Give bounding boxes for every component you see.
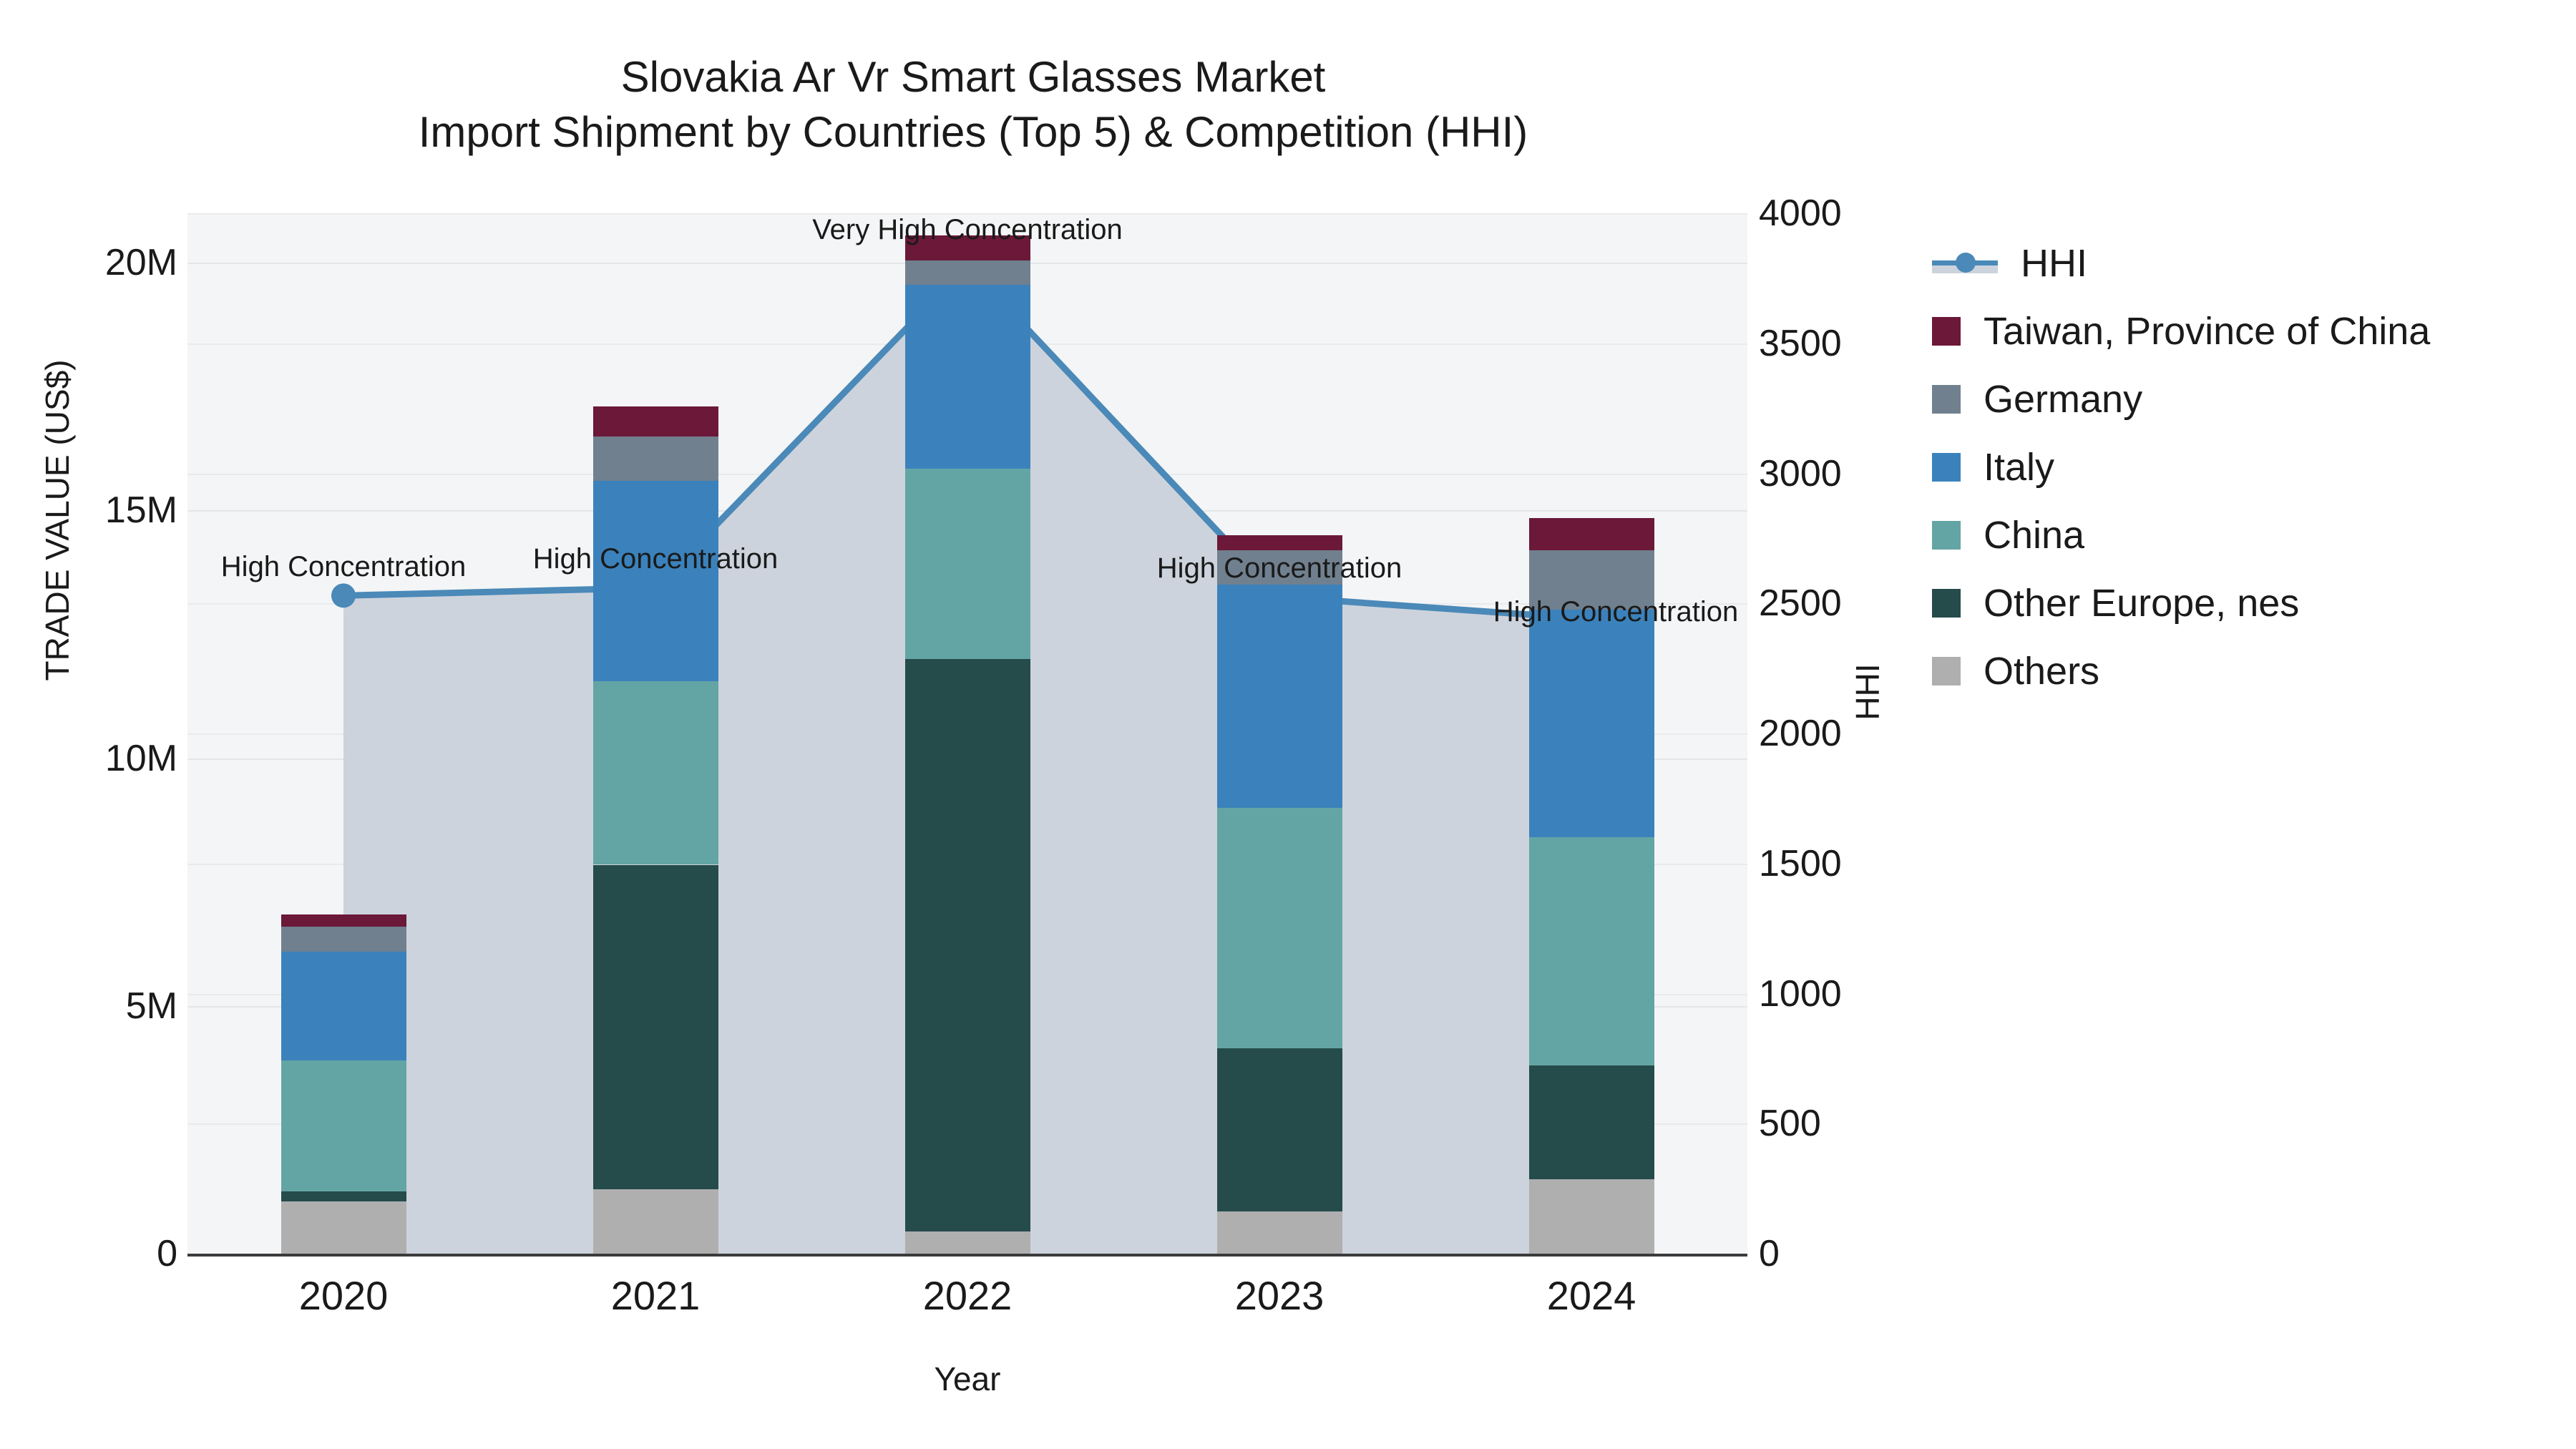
y-axis-right-tick-label: 0 — [1759, 1233, 1780, 1274]
y-axis-right-tick-label: 2000 — [1759, 713, 1842, 754]
bar-segment[interactable] — [1528, 550, 1654, 610]
bar-segment[interactable] — [1528, 1065, 1654, 1180]
chart-title: Slovakia Ar Vr Smart Glasses Market Impo… — [0, 50, 1946, 160]
bar-segment[interactable] — [592, 681, 718, 865]
legend-item[interactable]: HHI — [1932, 229, 2562, 297]
bar-segment[interactable] — [280, 927, 406, 952]
bar-group-2022[interactable] — [904, 213, 1030, 1254]
gridline — [187, 213, 1747, 215]
x-axis-title: Year — [934, 1360, 1001, 1397]
y-axis-right-tick-label: 4000 — [1759, 192, 1842, 234]
x-axis-tick-label-2023: 2023 — [1234, 1273, 1324, 1318]
title-line-2: Import Shipment by Countries (Top 5) & C… — [418, 107, 1528, 156]
legend-item-label: Germany — [1984, 377, 2143, 421]
bar-group-2020[interactable] — [280, 213, 406, 1254]
y-axis-right-tick-label: 3000 — [1759, 452, 1842, 494]
legend-item-label: Other Europe, nes — [1984, 581, 2300, 625]
hhi-line-swatch-icon — [1932, 249, 1998, 278]
y-axis-left-tick-label: 10M — [104, 737, 177, 779]
bar-segment[interactable] — [1216, 807, 1342, 1048]
legend-item-label: Taiwan, Province of China — [1984, 309, 2431, 353]
chart-legend: HHI Taiwan, Province of China Germany Italy… — [1932, 229, 2562, 705]
concentration-annotation: High Concentration — [1493, 596, 1739, 628]
concentration-annotation: High Concentration — [220, 551, 467, 583]
legend-color-swatch-icon — [1932, 588, 1961, 618]
y-axis-left-tick-label: 0 — [157, 1233, 177, 1274]
title-line-1: Slovakia Ar Vr Smart Glasses Market — [620, 53, 1326, 101]
y-axis-right-title: HHI — [1849, 663, 1886, 721]
legend-item-label: HHI — [2021, 241, 2087, 285]
bar-segment[interactable] — [904, 659, 1030, 1231]
bar-group-2024[interactable] — [1528, 213, 1654, 1254]
bar-segment[interactable] — [592, 406, 718, 436]
y-axis-right-ticks: 0 500 1000 1500 2000 2500 3000 3500 4000 — [1757, 0, 1929, 1449]
x-axis-tick-label-2020: 2020 — [298, 1273, 389, 1318]
bar-group-2023[interactable] — [1216, 213, 1342, 1254]
x-axis-line — [187, 1254, 1747, 1257]
legend-color-swatch-icon — [1932, 520, 1961, 550]
legend-item[interactable]: Other Europe, nes — [1932, 569, 2562, 637]
y-axis-left-title: TRADE VALUE (US$) — [39, 359, 76, 681]
bar-segment[interactable] — [280, 914, 406, 927]
y-axis-left-tick-label: 20M — [104, 242, 177, 284]
legend-item[interactable]: Germany — [1932, 365, 2562, 433]
y-axis-right-tick-label: 1500 — [1759, 842, 1842, 884]
legend-item[interactable]: China — [1932, 501, 2562, 569]
y-axis-left-tick-label: 5M — [125, 985, 177, 1027]
hhi-point[interactable] — [331, 583, 356, 608]
legend-item[interactable]: Others — [1932, 637, 2562, 705]
bar-segment[interactable] — [592, 864, 718, 1189]
x-axis-tick-label-2021: 2021 — [610, 1273, 701, 1318]
bar-segment[interactable] — [1528, 837, 1654, 1065]
bar-segment[interactable] — [592, 1189, 718, 1254]
legend-color-swatch-icon — [1932, 316, 1961, 346]
bar-segment[interactable] — [904, 285, 1030, 469]
legend-color-swatch-icon — [1932, 384, 1961, 414]
legend-item-label: China — [1984, 513, 2085, 557]
bar-segment[interactable] — [280, 1191, 406, 1202]
bar-segment[interactable] — [1216, 1048, 1342, 1212]
bar-segment[interactable] — [280, 951, 406, 1060]
bar-segment[interactable] — [1216, 535, 1342, 550]
y-axis-right-tick-label: 3500 — [1759, 322, 1842, 364]
legend-color-swatch-icon — [1932, 452, 1961, 482]
x-axis-tick-label-2024: 2024 — [1546, 1273, 1636, 1318]
y-axis-left-tick-label: 15M — [104, 489, 177, 532]
bar-group-2021[interactable] — [592, 213, 718, 1254]
bar-segment[interactable] — [280, 1201, 406, 1254]
bar-segment[interactable] — [1216, 550, 1342, 585]
bar-segment[interactable] — [592, 480, 718, 682]
bars-layer — [187, 213, 1747, 1254]
bar-segment[interactable] — [904, 260, 1030, 286]
bar-segment[interactable] — [592, 436, 718, 481]
bar-segment[interactable] — [280, 1060, 406, 1192]
concentration-annotation: High Concentration — [1156, 552, 1402, 585]
legend-item[interactable]: Italy — [1932, 433, 2562, 501]
bar-segment[interactable] — [1216, 585, 1342, 808]
y-axis-right-tick-label: 1000 — [1759, 972, 1842, 1015]
bar-segment[interactable] — [1528, 1179, 1654, 1254]
hhi-marker-icon — [1956, 252, 1976, 273]
bar-segment[interactable] — [1216, 1211, 1342, 1254]
x-axis-tick-label-2022: 2022 — [922, 1273, 1013, 1318]
y-axis-left-ticks: 0 5M 10M 15M 20M — [0, 0, 179, 1449]
y-axis-right-tick-label: 2500 — [1759, 582, 1842, 625]
legend-item[interactable]: Taiwan, Province of China — [1932, 297, 2562, 365]
concentration-annotation: Very High Concentration — [812, 213, 1123, 245]
bar-segment[interactable] — [1528, 609, 1654, 838]
y-axis-right-tick-label: 500 — [1759, 1103, 1821, 1145]
legend-item-label: Others — [1984, 649, 2100, 693]
concentration-annotation: High Concentration — [532, 543, 779, 575]
legend-item-label: Italy — [1984, 445, 2055, 489]
bar-segment[interactable] — [904, 1231, 1030, 1254]
bar-segment[interactable] — [904, 468, 1030, 660]
bar-segment[interactable] — [904, 235, 1030, 260]
bar-segment[interactable] — [1528, 517, 1654, 550]
legend-color-swatch-icon — [1932, 656, 1961, 686]
